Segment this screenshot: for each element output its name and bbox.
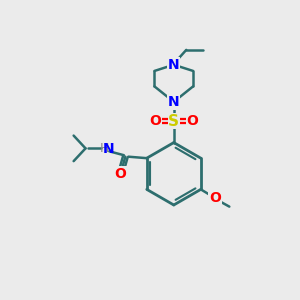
Text: O: O xyxy=(114,167,126,181)
Text: N: N xyxy=(168,95,180,109)
Text: O: O xyxy=(209,191,221,205)
Text: S: S xyxy=(168,114,179,129)
Text: O: O xyxy=(186,114,198,128)
Text: N: N xyxy=(168,58,180,72)
Text: H: H xyxy=(99,142,109,155)
Text: N: N xyxy=(103,142,115,156)
Text: O: O xyxy=(149,114,161,128)
